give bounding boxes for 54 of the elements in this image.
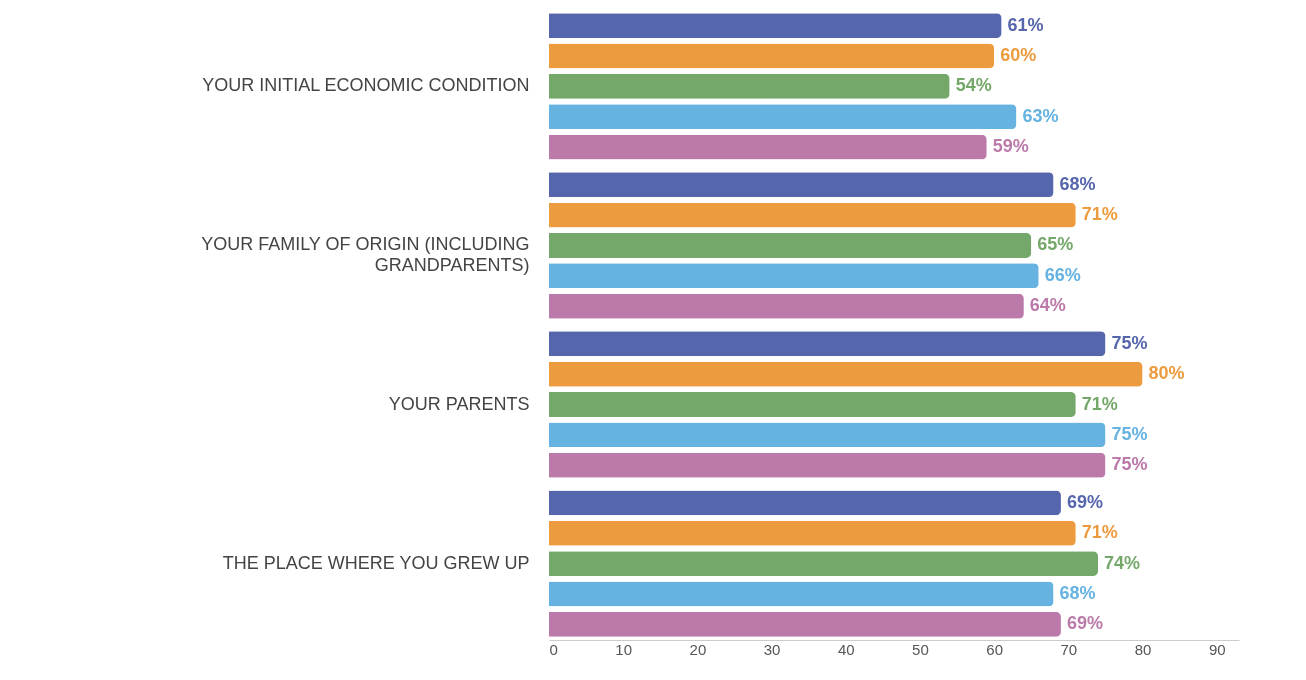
x-tick-label: 20 [689,640,707,658]
bar [549,13,1002,39]
bar [549,392,1076,417]
data-label: 74% [1104,552,1141,573]
data-label: 60% [1000,45,1037,65]
x-tick-label: 50 [912,640,929,658]
bar [549,551,1099,577]
bar [549,520,1076,546]
bar [549,611,1061,637]
bar [549,293,1024,319]
y-tick-label: YOUR FAMILY OF ORIGIN (INCLUDING GRANDPARENTS) [201,234,530,276]
x-tick-label: 70 [1060,640,1078,658]
data-label: 65% [1037,234,1074,255]
data-label: 68% [1059,173,1096,194]
data-label: 69% [1066,613,1103,634]
data-label: 64% [1029,295,1066,316]
bar [549,73,950,99]
y-tick-label: YOUR INITIAL ECONOMIC CONDITION [202,75,530,96]
data-label: 71% [1081,522,1118,543]
data-label: 66% [1044,264,1081,285]
x-tick-label: 60 [986,640,1004,658]
bar [549,202,1076,228]
bar [549,422,1106,448]
data-label: 69% [1066,491,1103,512]
bar [549,581,1054,607]
y-tick-label: YOUR PARENTS [388,393,530,414]
x-tick-label: 0 [549,640,558,658]
bar [549,43,995,69]
data-label: 59% [992,136,1029,157]
x-tick-label: 80 [1134,640,1152,658]
x-tick-label: 30 [763,640,781,658]
x-tick-label: 90 [1208,640,1226,658]
bar [549,134,987,160]
bar [549,263,1039,289]
bar [549,361,1143,387]
data-label: 71% [1081,393,1118,414]
bar [549,172,1054,198]
bar [549,452,1106,478]
data-label: 63% [1022,105,1059,126]
y-tick-label: THE PLACE WHERE YOU GREW UP [222,552,530,573]
data-label: 71% [1081,204,1118,225]
data-label: 80% [1148,363,1185,384]
x-tick-label: 10 [615,640,633,658]
data-label: 61% [1007,14,1044,35]
data-label: 75% [1111,332,1148,353]
bar [549,233,1032,258]
data-label: 75% [1111,423,1148,444]
data-label: 68% [1059,583,1096,603]
bar [549,490,1061,516]
bar [549,331,1106,357]
bar [549,104,1017,130]
x-tick-label: 40 [837,640,855,658]
data-label: 54% [955,75,992,96]
data-label: 75% [1111,454,1148,475]
